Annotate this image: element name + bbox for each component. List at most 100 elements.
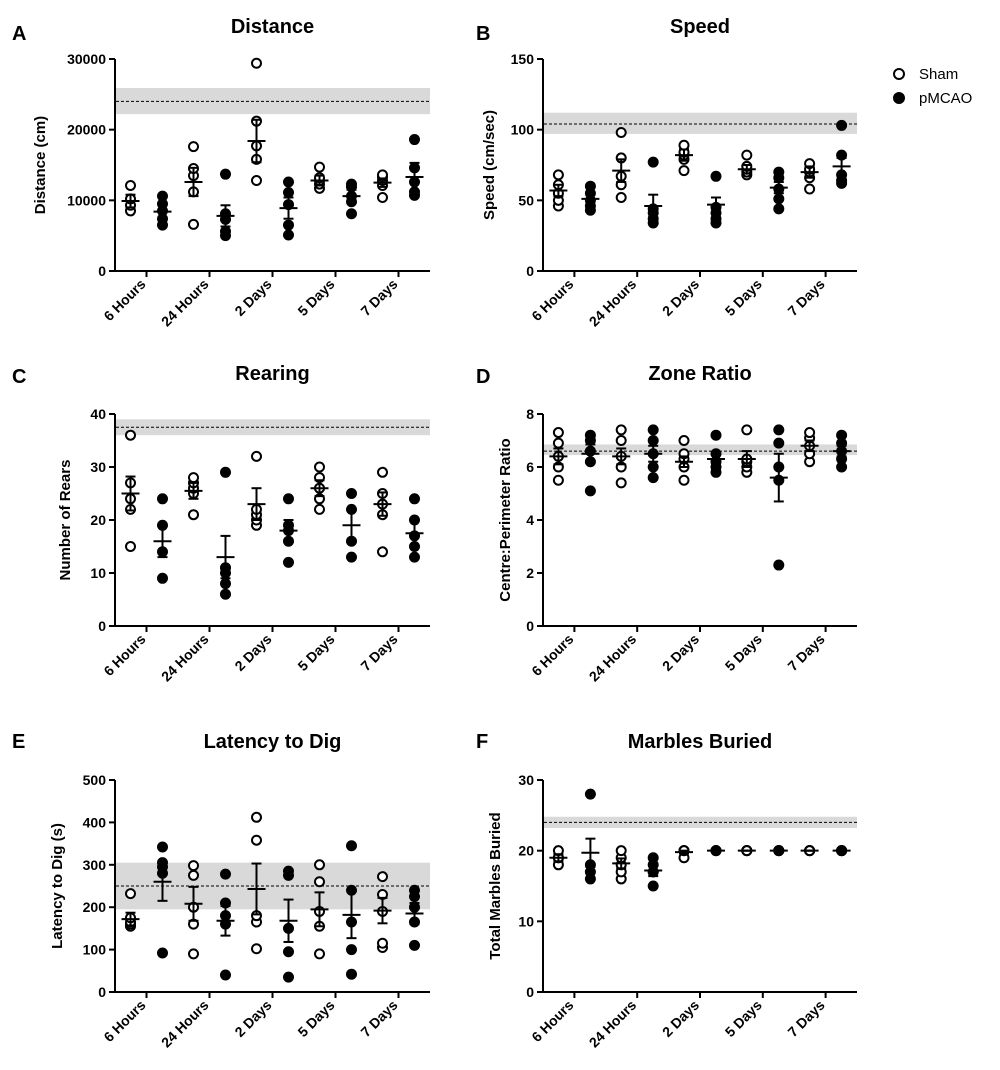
legend-label-pmcao: pMCAO xyxy=(919,90,972,107)
data-point xyxy=(615,424,627,436)
series-sham xyxy=(121,429,392,558)
panel-a: A Distance 0 10000 20000 30000 6 Hours 24 Hours… xyxy=(12,16,430,329)
y-tick-label: 0 xyxy=(98,263,106,279)
data-point xyxy=(346,840,357,852)
data-point xyxy=(377,937,388,949)
data-point xyxy=(647,472,659,484)
data-point xyxy=(283,229,294,241)
data-point xyxy=(251,811,262,823)
data-point xyxy=(615,126,627,138)
data-point xyxy=(188,141,199,153)
x-tick-label: 6 Hours xyxy=(100,276,148,324)
panel-c: C Rearing 0 10 20 30 40 6 Hours 24 Hours 2 Days 5 … xyxy=(12,363,430,684)
y-axis-label: Distance (cm) xyxy=(32,116,49,214)
data-point xyxy=(157,572,168,584)
x-tick-label: 5 Days xyxy=(722,997,765,1040)
data-point xyxy=(647,880,659,892)
y-tick-label: 8 xyxy=(526,406,534,422)
data-point xyxy=(188,860,199,872)
panel-letter: C xyxy=(12,366,26,388)
y-tick-label: 0 xyxy=(526,263,534,279)
x-tick-label: 6 Hours xyxy=(100,997,148,1045)
data-point xyxy=(346,178,357,190)
data-point xyxy=(188,472,199,484)
data-point xyxy=(314,461,325,473)
data-point xyxy=(741,149,753,161)
chart-title: Rearing xyxy=(235,363,309,385)
series-pmcao xyxy=(581,424,851,571)
data-point xyxy=(647,424,659,436)
series-pmcao xyxy=(581,788,851,892)
x-tick-label: 5 Days xyxy=(294,997,337,1040)
y-axis-label: Centre:Perimeter Ratio xyxy=(497,438,514,601)
reference-band xyxy=(544,444,857,456)
data-point xyxy=(220,225,231,237)
data-point xyxy=(647,461,659,473)
panel-letter: D xyxy=(476,366,490,388)
data-point xyxy=(377,192,388,204)
y-tick-label: 6 xyxy=(526,459,534,475)
data-point xyxy=(188,218,199,230)
data-point xyxy=(647,852,659,864)
data-point xyxy=(647,435,659,446)
x-tick-label: 2 Days xyxy=(659,276,702,319)
legend-marker-sham xyxy=(893,68,905,80)
y-tick-label: 100 xyxy=(511,122,535,138)
data-point xyxy=(552,437,564,449)
data-point xyxy=(409,551,420,563)
y-tick-label: 40 xyxy=(90,406,106,422)
data-point xyxy=(157,190,168,202)
data-point xyxy=(157,947,168,959)
data-point xyxy=(773,559,785,571)
series-sham xyxy=(121,57,392,230)
data-point xyxy=(346,944,357,956)
data-point xyxy=(283,865,294,877)
series-sham xyxy=(549,845,819,885)
data-point xyxy=(157,841,168,853)
data-point xyxy=(678,139,690,151)
data-point xyxy=(409,493,420,505)
x-tick-label: 5 Days xyxy=(722,276,765,319)
data-point xyxy=(220,466,231,478)
data-point xyxy=(741,424,753,436)
panel-d: D Zone Ratio 0 2 4 6 8 6 Hours 24 Hours 2 Days 5 D… xyxy=(476,363,857,684)
data-point xyxy=(314,503,325,515)
data-point xyxy=(220,588,231,600)
x-tick-label: 7 Days xyxy=(357,997,400,1040)
y-tick-label: 400 xyxy=(83,814,107,830)
y-tick-label: 300 xyxy=(83,857,107,873)
data-point xyxy=(804,183,816,195)
y-tick-label: 20 xyxy=(90,512,106,528)
legend: Sham pMCAO xyxy=(893,66,972,107)
data-point xyxy=(283,176,294,188)
data-point xyxy=(377,871,388,883)
y-tick-label: 10 xyxy=(518,913,534,929)
x-tick-label: 2 Days xyxy=(231,276,274,319)
data-point xyxy=(409,884,420,896)
data-point xyxy=(283,556,294,568)
data-point xyxy=(615,192,627,204)
y-tick-label: 30000 xyxy=(67,51,106,67)
y-tick-label: 0 xyxy=(98,984,106,1000)
data-point xyxy=(409,939,420,951)
x-tick-label: 2 Days xyxy=(231,631,274,674)
data-point xyxy=(283,946,294,958)
data-point xyxy=(615,845,627,857)
data-point xyxy=(584,788,596,800)
series-pmcao xyxy=(581,119,851,229)
x-tick-label: 24 Hours xyxy=(586,997,640,1051)
y-tick-label: 150 xyxy=(511,51,535,67)
panel-e: E Latency to Dig 0 100 200 300 400 500 6 Hours 24… xyxy=(12,731,430,1050)
legend-label-sham: Sham xyxy=(919,66,958,83)
data-point xyxy=(251,943,262,955)
x-tick-label: 6 Hours xyxy=(100,631,148,679)
reference-band xyxy=(544,112,857,134)
x-tick-label: 24 Hours xyxy=(586,631,640,685)
data-point xyxy=(678,165,690,177)
data-point xyxy=(346,551,357,563)
data-point xyxy=(220,578,231,590)
x-tick-label: 5 Days xyxy=(294,631,337,674)
x-tick-label: 2 Days xyxy=(231,997,274,1040)
data-point xyxy=(125,429,136,441)
data-point xyxy=(188,869,199,881)
